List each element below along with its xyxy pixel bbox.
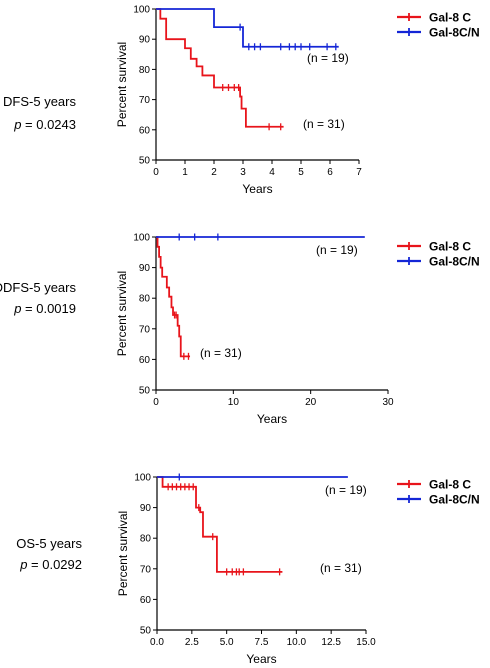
n-label: (n = 31)	[200, 346, 242, 360]
legend-label: Gal-8 C	[429, 11, 471, 25]
x-axis-title: Years	[242, 182, 272, 196]
p-value-label: p = 0.0292	[19, 557, 82, 572]
y-tick-label: 60	[139, 355, 151, 366]
series-1: (n = 31)	[156, 236, 242, 360]
y-tick-label: 70	[139, 95, 151, 106]
x-tick-label: 20	[305, 397, 317, 408]
p-symbol: p	[13, 117, 21, 132]
n-label: (n = 31)	[320, 561, 362, 575]
y-axis-title: Percent survival	[116, 511, 130, 596]
p-value: = 0.0019	[21, 301, 76, 316]
y-tick-label: 70	[139, 324, 151, 335]
y-tick-label: 50	[139, 386, 151, 397]
y-tick-label: 100	[134, 473, 151, 484]
x-tick-label: 0	[153, 167, 159, 178]
x-tick-label: 5	[298, 167, 304, 178]
x-axis-title: Years	[257, 412, 287, 426]
km-chart-2: DDFS-5 years p = 0.0019 50 60 70 80 90 100 0 10 20…	[0, 233, 480, 427]
x-tick-label: 10.0	[287, 637, 307, 648]
x-tick-label: 7	[356, 167, 362, 178]
legend-label: Gal-8C/N	[429, 26, 480, 40]
x-tick-label: 4	[269, 167, 275, 178]
legend-label: Gal-8C/N	[429, 255, 480, 269]
x-tick-label: 7.5	[255, 637, 269, 648]
x-tick-label: 3	[240, 167, 246, 178]
survival-curve	[156, 8, 339, 48]
p-symbol: p	[13, 301, 21, 316]
y-tick-label: 90	[139, 35, 151, 46]
survival-curve	[157, 476, 283, 573]
y-tick-label: 80	[139, 65, 151, 76]
p-value-label: p = 0.0019	[13, 301, 76, 316]
y-tick-label: 70	[140, 564, 152, 575]
survival-curve	[156, 8, 284, 128]
y-axis-title: Percent survival	[115, 42, 129, 127]
legend-label: Gal-8 C	[429, 478, 471, 492]
p-value-label: p = 0.0243	[13, 117, 76, 132]
x-tick-label: 0.0	[150, 637, 164, 648]
p-value: = 0.0243	[21, 117, 76, 132]
legend-label: Gal-8C/N	[429, 493, 480, 507]
y-tick-label: 60	[140, 595, 152, 606]
y-tick-label: 100	[133, 5, 150, 16]
km-chart-3: OS-5 years p = 0.0292 50 60 70 80 90 100 0.0 2.5 5…	[16, 473, 479, 667]
x-tick-label: 2	[211, 167, 217, 178]
y-tick-label: 90	[139, 263, 151, 274]
y-tick-label: 90	[140, 503, 152, 514]
n-label: (n = 19)	[307, 51, 349, 65]
x-tick-label: 6	[327, 167, 333, 178]
y-axis-title: Percent survival	[115, 271, 129, 356]
y-tick-label: 80	[140, 534, 152, 545]
x-tick-label: 12.5	[321, 637, 341, 648]
series-2: (n = 19)	[156, 233, 365, 257]
y-tick-label: 80	[139, 294, 151, 305]
x-tick-label: 1	[182, 167, 188, 178]
x-tick-label: 0	[153, 397, 159, 408]
y-tick-label: 60	[139, 125, 151, 136]
p-value: = 0.0292	[27, 557, 82, 572]
series-1: (n = 31)	[156, 8, 345, 131]
legend-label: Gal-8 C	[429, 240, 471, 254]
n-label: (n = 19)	[316, 243, 358, 257]
p-symbol: p	[19, 557, 27, 572]
n-label: (n = 19)	[325, 483, 367, 497]
series-2: (n = 19)	[156, 8, 349, 65]
endpoint-label: OS-5 years	[16, 536, 82, 551]
series-2: (n = 19)	[157, 473, 367, 497]
km-chart-1: DFS-5 years p = 0.0243 50 60 70 80 90 100 0 1 2 3 4 5…	[3, 5, 480, 197]
x-axis-title: Years	[246, 652, 276, 666]
x-tick-label: 30	[382, 397, 394, 408]
x-tick-label: 10	[228, 397, 240, 408]
y-tick-label: 50	[139, 156, 151, 167]
x-tick-label: 15.0	[356, 637, 376, 648]
x-tick-label: 2.5	[185, 637, 199, 648]
y-tick-label: 50	[140, 626, 152, 637]
x-tick-label: 5.0	[220, 637, 234, 648]
series-1: (n = 31)	[157, 476, 362, 576]
survival-curve	[156, 236, 191, 358]
endpoint-label: DFS-5 years	[3, 94, 76, 109]
y-tick-label: 100	[133, 233, 150, 244]
n-label: (n = 31)	[303, 117, 345, 131]
endpoint-label: DDFS-5 years	[0, 280, 76, 295]
